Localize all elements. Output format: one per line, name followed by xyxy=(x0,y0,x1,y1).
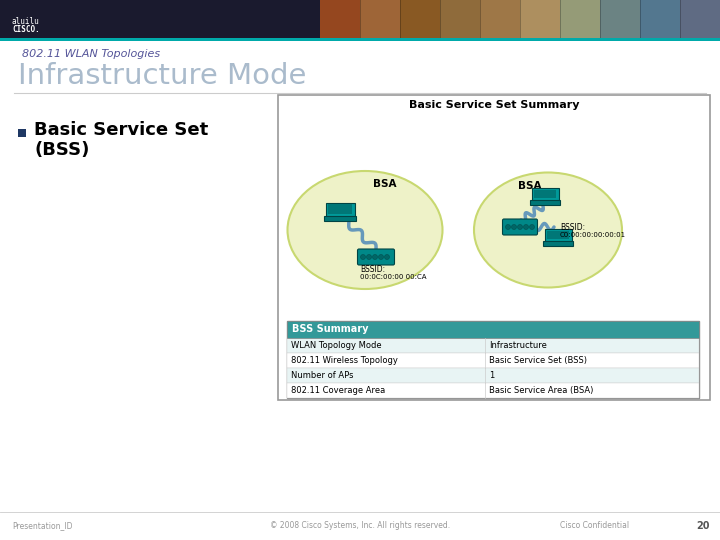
FancyBboxPatch shape xyxy=(325,202,354,217)
Bar xyxy=(640,0,681,38)
Bar xyxy=(600,0,641,38)
Text: 1: 1 xyxy=(489,371,494,380)
Text: Basic Service Set (BSS): Basic Service Set (BSS) xyxy=(489,356,587,365)
Text: Basic Service Set: Basic Service Set xyxy=(34,121,208,139)
Bar xyxy=(480,0,521,38)
Bar xyxy=(440,0,481,38)
Ellipse shape xyxy=(474,172,622,287)
Circle shape xyxy=(379,254,384,260)
Circle shape xyxy=(523,225,528,230)
Circle shape xyxy=(505,225,510,230)
Text: 00:0C:00:00 00:CA: 00:0C:00:00 00:CA xyxy=(360,274,426,280)
Text: © 2008 Cisco Systems, Inc. All rights reserved.: © 2008 Cisco Systems, Inc. All rights re… xyxy=(270,522,450,530)
Text: BSSID:: BSSID: xyxy=(560,222,585,232)
Circle shape xyxy=(361,254,366,260)
Bar xyxy=(18,129,26,137)
FancyBboxPatch shape xyxy=(324,215,356,220)
FancyBboxPatch shape xyxy=(534,190,556,198)
Circle shape xyxy=(372,254,377,260)
Bar xyxy=(400,0,441,38)
FancyBboxPatch shape xyxy=(530,200,560,205)
Text: BSS Summary: BSS Summary xyxy=(292,325,369,334)
Text: CISCO.: CISCO. xyxy=(12,24,40,33)
Text: Number of APs: Number of APs xyxy=(291,371,354,380)
Text: BSA: BSA xyxy=(373,179,397,189)
Bar xyxy=(0,0,320,38)
Circle shape xyxy=(518,225,523,230)
Bar xyxy=(278,95,710,400)
Bar xyxy=(680,0,720,38)
Text: 802.11 Coverage Area: 802.11 Coverage Area xyxy=(291,386,385,395)
Text: (BSS): (BSS) xyxy=(34,141,89,159)
Bar xyxy=(560,0,601,38)
Text: Presentation_ID: Presentation_ID xyxy=(12,522,73,530)
Circle shape xyxy=(384,254,390,260)
Bar xyxy=(320,0,361,38)
Bar xyxy=(320,0,361,38)
Bar xyxy=(287,368,699,383)
Text: Infrastructure: Infrastructure xyxy=(489,341,546,350)
FancyBboxPatch shape xyxy=(531,188,559,201)
Circle shape xyxy=(529,225,534,230)
Circle shape xyxy=(366,254,372,260)
Bar xyxy=(360,0,401,38)
Bar xyxy=(640,0,681,38)
FancyBboxPatch shape xyxy=(544,229,572,242)
Bar xyxy=(287,321,699,398)
FancyBboxPatch shape xyxy=(328,204,352,214)
FancyBboxPatch shape xyxy=(547,231,569,239)
Text: BSA: BSA xyxy=(518,181,541,191)
FancyBboxPatch shape xyxy=(543,241,573,246)
FancyBboxPatch shape xyxy=(503,219,538,235)
Text: Infrastructure Mode: Infrastructure Mode xyxy=(18,62,307,90)
Text: aluilu: aluilu xyxy=(12,17,40,25)
Bar xyxy=(400,0,441,38)
Bar xyxy=(560,0,601,38)
Circle shape xyxy=(511,225,516,230)
Text: Basic Service Set Summary: Basic Service Set Summary xyxy=(409,100,580,110)
Bar xyxy=(360,0,401,38)
Text: 802.11 Wireless Topology: 802.11 Wireless Topology xyxy=(291,356,398,365)
Bar xyxy=(287,338,699,353)
Bar xyxy=(520,0,561,38)
Text: 802.11 WLAN Topologies: 802.11 WLAN Topologies xyxy=(22,49,160,59)
Bar xyxy=(287,383,699,398)
Bar xyxy=(0,38,720,41)
Bar xyxy=(680,0,720,38)
Bar xyxy=(287,353,699,368)
Text: C0:00:00:00:00:01: C0:00:00:00:00:01 xyxy=(560,232,626,238)
Bar xyxy=(520,0,561,38)
Text: 20: 20 xyxy=(696,521,710,531)
Bar xyxy=(480,0,521,38)
Ellipse shape xyxy=(287,171,443,289)
Bar xyxy=(600,0,641,38)
Text: Cisco Confidential: Cisco Confidential xyxy=(560,522,629,530)
Text: Basic Service Area (BSA): Basic Service Area (BSA) xyxy=(489,386,593,395)
Text: BSSID:: BSSID: xyxy=(360,265,385,273)
Bar xyxy=(440,0,481,38)
FancyBboxPatch shape xyxy=(358,249,395,265)
Bar xyxy=(287,321,699,338)
Text: WLAN Topology Mode: WLAN Topology Mode xyxy=(291,341,382,350)
